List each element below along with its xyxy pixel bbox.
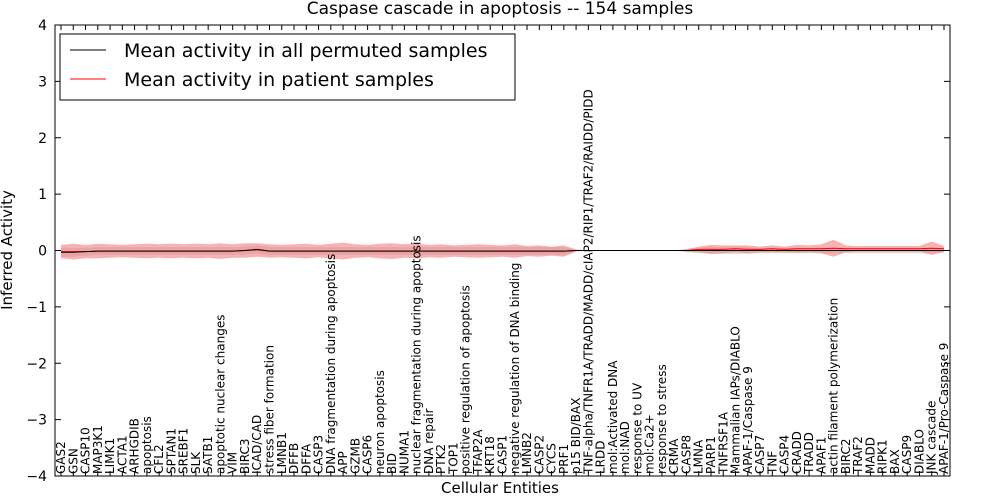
- x-category-label: nuclear fragmentation during apoptosis: [410, 235, 424, 474]
- y-tick-label: 1: [38, 187, 47, 203]
- x-category-label: GSN: [66, 448, 80, 474]
- legend-box: [59, 33, 516, 101]
- x-category-label: TFAP2A: [471, 429, 485, 475]
- y-axis-title: Inferred Activity: [0, 190, 16, 310]
- x-category-label: GAS2: [54, 441, 68, 474]
- lines-layer: [61, 247, 945, 253]
- x-category-label: TNF-alpha/TNFR1A/TRADD/MADD/cIAP2/RIP1/T…: [581, 89, 595, 475]
- x-category-label: negative regulation of DNA binding: [508, 263, 522, 474]
- x-category-label: TRAF2: [851, 436, 865, 475]
- x-category-label: actin filament polymerization: [827, 298, 841, 474]
- x-category-label: TNFRSF1A: [716, 411, 730, 475]
- x-category-label: CASP8: [680, 435, 694, 474]
- x-category-label: CASP2: [532, 435, 546, 474]
- x-category-label: APAF-1/Pro-Caspase 9: [937, 343, 951, 474]
- x-category-label: CASP1: [496, 435, 510, 474]
- x-category-label: DNA fragmentation during apoptosis: [324, 254, 338, 474]
- x-category-label: DFFA: [299, 443, 313, 474]
- x-category-label: ARHGDIB: [128, 418, 142, 474]
- x-category-label: NUMA1: [397, 430, 411, 474]
- x-category-label: CASP7: [753, 435, 767, 474]
- x-category-label: response to UV: [630, 382, 644, 474]
- x-category-label: apoptotic nuclear changes: [213, 315, 227, 474]
- x-category-label: mol:NAD: [618, 421, 632, 474]
- legend-label-patient: Mean activity in patient samples: [124, 69, 434, 91]
- x-category-label: GZMB: [348, 438, 362, 474]
- x-category-label: BIRC2: [839, 438, 853, 474]
- axes-layer: 4 3 2 1 0 −1 −2 −3 −4: [26, 18, 951, 485]
- x-category-label: SPTAN1: [164, 428, 178, 474]
- x-category-label: SLK: [189, 451, 203, 474]
- x-category-label: mol:Ca2+: [643, 414, 657, 474]
- x-category-label: CASP9: [900, 435, 914, 474]
- y-tick-label: 4: [38, 18, 47, 34]
- x-category-label: LMNA: [692, 439, 706, 474]
- y-tick-label: −1: [26, 300, 47, 316]
- x-category-label: PTK2: [434, 444, 448, 474]
- legend-label-permuted: Mean activity in all permuted samples: [124, 40, 487, 62]
- x-category-label: CRADD: [790, 431, 804, 474]
- series-line-0: [61, 248, 944, 253]
- x-category-label: neuron apoptosis: [373, 370, 387, 474]
- x-category-label: JNK cascade: [925, 401, 939, 475]
- x-category-label: positive regulation of apoptosis: [459, 285, 473, 474]
- x-category-label: KRT18: [483, 436, 497, 474]
- x-category-label: DNA repair: [422, 408, 436, 474]
- x-category-label: LRDD: [594, 440, 608, 474]
- x-category-label: ACTA1: [115, 435, 129, 474]
- x-category-label: PRF1: [557, 444, 571, 474]
- x-category-label: BAX: [888, 449, 902, 474]
- y-tick-label: 2: [38, 131, 47, 147]
- x-category-label: MADD: [863, 437, 877, 474]
- x-category-label: CASP6: [361, 435, 375, 474]
- y-tick-label: −3: [26, 413, 47, 429]
- x-category-label: VIM: [226, 452, 240, 474]
- y-tick-label: −2: [26, 356, 47, 372]
- x-category-label: APAF-1/Caspase 9: [741, 366, 755, 474]
- x-category-label: CASP10: [79, 427, 93, 474]
- y-tick-label: −4: [26, 469, 47, 485]
- x-category-label: BIRC3: [238, 438, 252, 474]
- y-tick-label: 3: [38, 74, 47, 90]
- x-category-label: SREBF1: [177, 428, 191, 474]
- y-tick-label: 0: [38, 244, 47, 260]
- x-category-label: APP: [336, 451, 350, 474]
- x-category-label: TOP1: [446, 442, 460, 475]
- category-labels: GAS2GSNCASP10MAP3K1LIMK1ACTA1ARHGDIBapop…: [54, 89, 951, 475]
- x-category-label: ICAD/CAD: [250, 415, 264, 474]
- x-category-label: DIABLO: [913, 429, 927, 474]
- x-category-label: PARP1: [704, 436, 718, 474]
- x-category-label: LMNB2: [520, 432, 534, 474]
- x-category-label: BID: [385, 453, 399, 474]
- x-category-label: DFFB: [287, 443, 301, 474]
- bands-layer: [61, 239, 944, 260]
- x-category-label: CRMA: [667, 438, 681, 474]
- x-category-label: p15 BID/BAX: [569, 398, 583, 474]
- x-category-label: CYCS: [545, 443, 559, 474]
- x-category-label: stress fiber formation: [263, 345, 277, 474]
- x-category-label: CFL2: [152, 444, 166, 474]
- x-category-label: response to stress: [655, 364, 669, 474]
- x-category-label: apoptosis: [140, 416, 154, 474]
- x-category-label: RIPK1: [876, 439, 890, 474]
- legend: Mean activity in all permuted samples Me…: [59, 33, 516, 101]
- x-category-label: APAF1: [814, 437, 828, 474]
- x-category-label: SATB1: [201, 436, 215, 474]
- x-category-label: CASP3: [312, 435, 326, 474]
- x-category-label: TRADD: [802, 432, 816, 475]
- series-band-1: [61, 239, 944, 260]
- chart-title: Caspase cascade in apoptosis -- 154 samp…: [307, 0, 694, 19]
- x-axis-title: Cellular Entities: [441, 479, 559, 497]
- x-category-label: MAP3K1: [91, 425, 105, 474]
- x-category-label: LIMK1: [103, 438, 117, 474]
- x-category-label: TNF: [765, 451, 779, 475]
- x-category-label: mol:Activated DNA: [606, 360, 620, 474]
- x-category-label: LMNB1: [275, 432, 289, 474]
- x-category-label: CASP4: [778, 435, 792, 474]
- x-category-label: Mammalian IAPs/DIABLO: [729, 326, 743, 474]
